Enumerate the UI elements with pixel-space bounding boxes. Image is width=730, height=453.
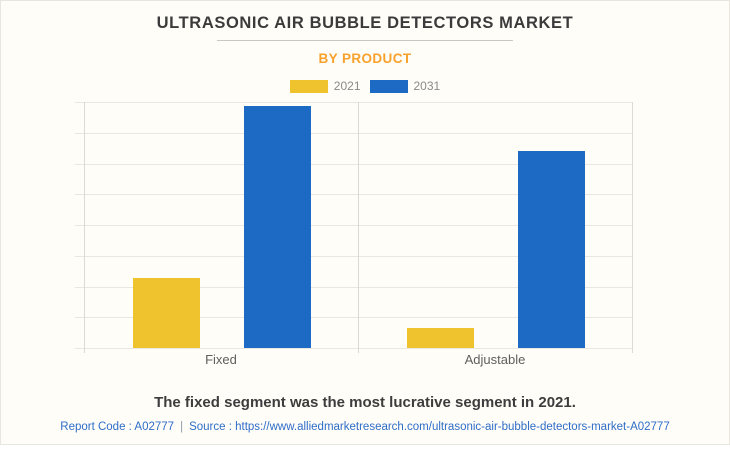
gridline-vertical [358,102,359,353]
gridline-horizontal [75,348,632,349]
gridline-vertical [632,102,633,353]
legend-item-2031: 2031 [369,79,441,93]
source-link[interactable]: Source : https://www.alliedmarketresearc… [189,421,670,433]
legend-swatch-2021 [289,79,328,93]
x-axis-label-adjustable: Adjustable [464,352,526,367]
page-title: ULTRASONIC AIR BUBBLE DETECTORS MARKET [156,14,574,32]
bar-adjustable-2021 [407,328,474,348]
gridline-vertical [84,102,85,353]
bar-adjustable-2031 [518,151,585,348]
legend-label-2031: 2031 [413,79,441,93]
chart-subtitle: BY PRODUCT [318,51,412,66]
x-axis-label-fixed: Fixed [205,352,237,367]
gridline-horizontal [75,286,632,288]
gridline-horizontal [75,255,632,257]
legend-swatch-2031 [369,79,408,93]
title-underline [217,40,513,41]
bar-fixed-2031 [244,105,311,348]
gridline-horizontal [75,317,632,319]
gridline-horizontal [75,163,632,165]
gridline-horizontal [75,225,632,226]
report-code: Report Code : A02777 [60,421,175,433]
legend-label-2021: 2021 [333,79,361,93]
x-axis-labels: Fixed Adjustable [84,352,632,367]
legend-item-2021: 2021 [289,79,361,93]
footer: Report Code : A02777 | Source : https://ww… [1,421,729,433]
statement: The fixed segment was the most lucrative… [154,394,576,411]
footer-separator: | [180,421,184,433]
plot-area [75,102,633,353]
gridline-horizontal [75,132,632,134]
chart-legend: 2021 2031 [1,79,729,93]
gridline-horizontal [75,194,632,196]
bar-fixed-2021 [133,277,200,348]
gridline-horizontal [75,102,632,103]
